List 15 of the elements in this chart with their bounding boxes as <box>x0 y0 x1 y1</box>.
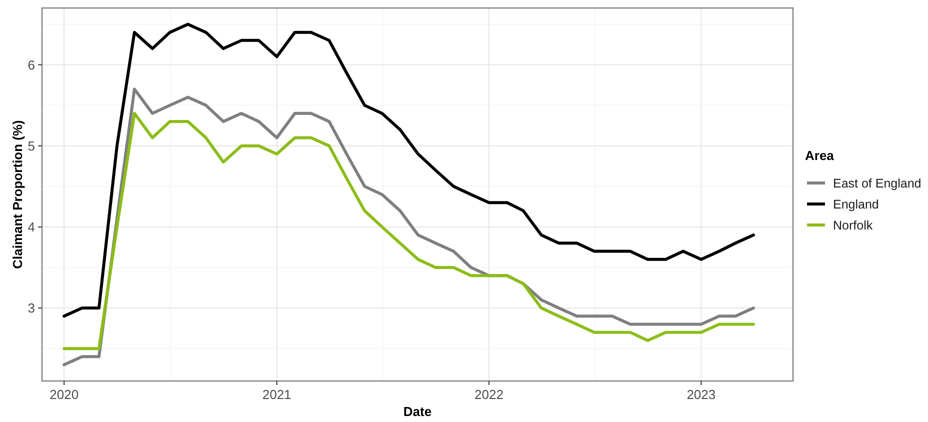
y-tick-label: 5 <box>28 138 35 154</box>
x-tick-label: 2023 <box>686 387 716 402</box>
x-axis-title: Date <box>403 404 432 419</box>
y-tick-label: 4 <box>28 219 35 234</box>
line-series <box>62 22 755 318</box>
x-tick-label: 2020 <box>50 387 79 402</box>
legend-label: East of England <box>833 176 922 190</box>
y-tick-label: 6 <box>28 57 35 72</box>
x-tick-label: 2022 <box>474 387 504 402</box>
y-tick-label: 3 <box>28 300 35 316</box>
legend-label: England <box>833 197 879 212</box>
y-axis-title: Claimant Proportion (%) <box>10 120 25 269</box>
legend-label: Norfolk <box>833 218 874 232</box>
x-tick-label: 2021 <box>262 387 292 402</box>
legend-title: Area <box>805 148 835 163</box>
